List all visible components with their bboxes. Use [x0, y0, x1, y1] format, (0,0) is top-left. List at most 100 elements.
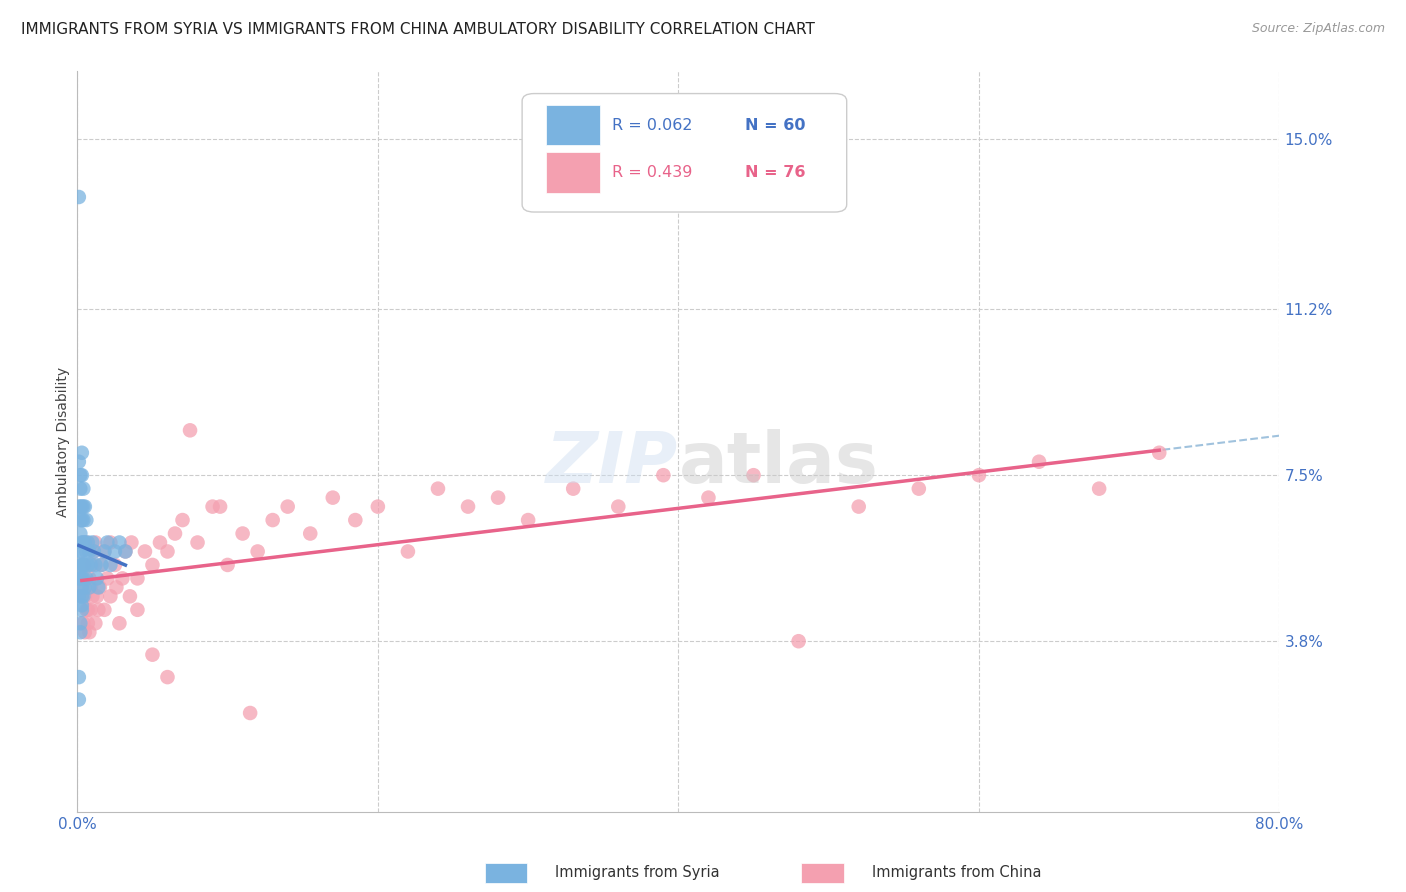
Point	[848, 500, 870, 514]
Point	[72, 558, 94, 572]
Point	[69, 544, 91, 558]
Point	[967, 468, 990, 483]
Point	[201, 500, 224, 514]
Point	[93, 544, 115, 558]
Point	[67, 190, 90, 204]
Point	[67, 500, 90, 514]
Point	[100, 535, 122, 549]
Point	[246, 544, 269, 558]
Text: Source: ZipAtlas.com: Source: ZipAtlas.com	[1251, 22, 1385, 36]
Point	[96, 571, 118, 585]
Point	[262, 513, 284, 527]
Point	[69, 558, 91, 572]
Point	[73, 500, 96, 514]
Point	[111, 571, 134, 585]
Point	[120, 535, 142, 549]
Point	[70, 558, 93, 572]
Point	[69, 468, 91, 483]
Point	[83, 544, 105, 558]
Point	[163, 526, 186, 541]
Point	[87, 580, 110, 594]
Point	[73, 590, 96, 604]
Point	[75, 603, 97, 617]
Point	[156, 544, 179, 558]
Bar	[546, 153, 600, 193]
Point	[90, 558, 112, 572]
Point	[344, 513, 367, 527]
Point	[70, 535, 93, 549]
Point	[79, 571, 101, 585]
Point	[69, 616, 91, 631]
Point	[179, 423, 201, 437]
Point	[70, 590, 93, 604]
Point	[73, 580, 96, 594]
Point	[72, 558, 94, 572]
Point	[82, 535, 104, 549]
Point	[134, 544, 156, 558]
Text: Immigrants from China: Immigrants from China	[872, 865, 1042, 880]
Point	[70, 590, 93, 604]
Point	[90, 558, 112, 572]
Point	[127, 571, 149, 585]
Point	[187, 535, 209, 549]
Point	[69, 526, 91, 541]
Point	[69, 513, 91, 527]
Point	[96, 535, 118, 549]
Point	[87, 603, 110, 617]
Point	[232, 526, 254, 541]
Point	[108, 535, 131, 549]
Point	[607, 500, 630, 514]
Point	[80, 603, 103, 617]
Point	[84, 616, 107, 631]
Point	[457, 500, 479, 514]
Point	[70, 468, 93, 483]
Point	[75, 513, 97, 527]
Point	[322, 491, 344, 505]
Point	[104, 558, 127, 572]
Point	[239, 706, 262, 720]
Point	[76, 603, 98, 617]
Point	[67, 571, 90, 585]
Point	[83, 544, 105, 558]
Point	[127, 603, 149, 617]
Point	[93, 603, 115, 617]
Point	[72, 616, 94, 631]
Point	[1028, 455, 1050, 469]
Point	[69, 625, 91, 640]
Point	[67, 670, 90, 684]
Point	[1088, 482, 1111, 496]
Text: atlas: atlas	[679, 429, 879, 499]
Point	[70, 513, 93, 527]
Point	[141, 648, 163, 662]
Point	[217, 558, 239, 572]
Point	[209, 500, 232, 514]
Text: N = 76: N = 76	[745, 165, 806, 180]
Point	[367, 500, 389, 514]
Point	[72, 535, 94, 549]
Point	[70, 500, 93, 514]
Point	[70, 580, 93, 594]
Point	[787, 634, 810, 648]
Point	[93, 544, 115, 558]
Point	[742, 468, 765, 483]
Point	[1149, 446, 1171, 460]
Point	[86, 590, 108, 604]
Text: Immigrants from Syria: Immigrants from Syria	[555, 865, 720, 880]
Point	[86, 571, 108, 585]
Y-axis label: Ambulatory Disability: Ambulatory Disability	[56, 367, 70, 516]
Point	[100, 590, 122, 604]
Point	[75, 544, 97, 558]
Point	[76, 558, 98, 572]
Text: R = 0.439: R = 0.439	[612, 165, 693, 180]
Point	[172, 513, 194, 527]
Text: N = 60: N = 60	[745, 118, 806, 133]
Point	[104, 544, 127, 558]
Point	[118, 590, 141, 604]
FancyBboxPatch shape	[522, 94, 846, 212]
Point	[70, 603, 93, 617]
Point	[73, 535, 96, 549]
Point	[89, 580, 111, 594]
Point	[72, 571, 94, 585]
Point	[79, 580, 101, 594]
Point	[82, 590, 104, 604]
